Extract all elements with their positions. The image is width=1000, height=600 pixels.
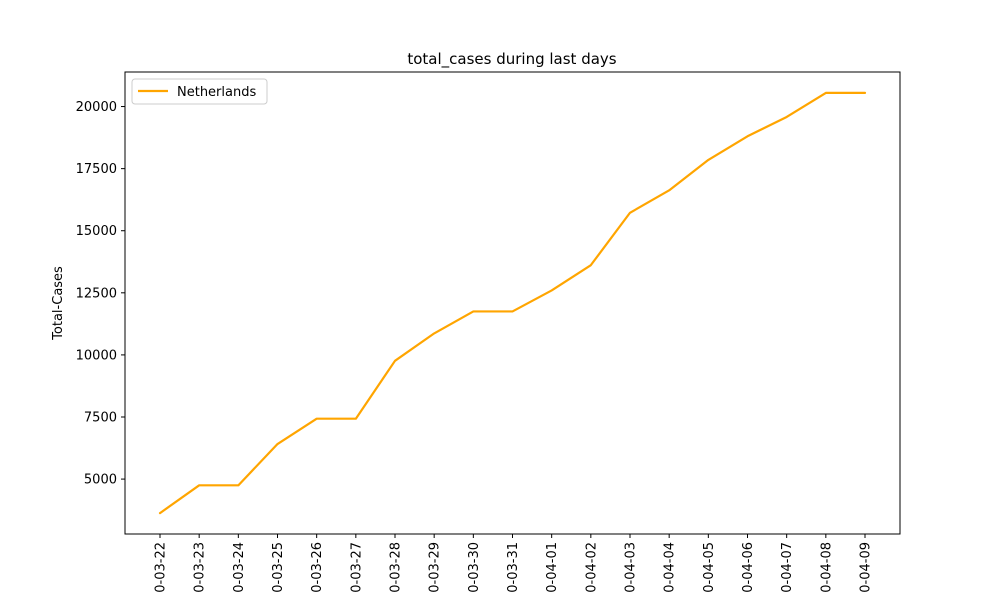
y-tick-label: 12500 bbox=[76, 286, 117, 301]
x-tick-label: 0-04-02 bbox=[584, 542, 599, 593]
series-layer bbox=[158, 91, 867, 515]
x-tick-label: 0-03-27 bbox=[349, 542, 364, 593]
x-tick-label: 0-04-03 bbox=[624, 542, 639, 593]
x-tick-label: 0-03-22 bbox=[154, 542, 169, 593]
y-tick-label: 5000 bbox=[84, 473, 117, 488]
x-tick-label: 0-03-31 bbox=[506, 542, 521, 593]
x-tick-label: 0-04-07 bbox=[780, 542, 795, 593]
chart-title: total_cases during last days bbox=[407, 50, 616, 69]
x-tick-label: 0-04-08 bbox=[819, 542, 834, 593]
y-tick-label: 15000 bbox=[76, 224, 117, 239]
x-tick-label: 0-03-23 bbox=[193, 542, 208, 593]
x-tick-label: 0-03-29 bbox=[428, 542, 443, 593]
x-tick-label: 0-04-04 bbox=[663, 542, 678, 593]
x-tick-label: 0-04-01 bbox=[545, 542, 560, 593]
x-tick-label: 0-03-30 bbox=[467, 542, 482, 593]
x-tick-label: 0-04-09 bbox=[859, 542, 874, 593]
y-tick-label: 20000 bbox=[76, 100, 117, 115]
x-axis: 0-03-22 0-03-23 0-03-24 0-03-25 0-03-26 0-03-… bbox=[154, 534, 874, 593]
y-tick-label: 7500 bbox=[84, 410, 117, 425]
legend: Netherlands bbox=[131, 78, 268, 105]
x-tick-label: 0-04-05 bbox=[702, 542, 717, 593]
x-tick-label: 0-03-26 bbox=[310, 542, 325, 593]
x-tick-label: 0-03-28 bbox=[389, 542, 404, 593]
y-axis: 5000 7500 10000 12500 15000 17500 20000 bbox=[76, 100, 125, 488]
x-tick-label: 0-03-24 bbox=[232, 542, 247, 593]
y-tick-label: 10000 bbox=[76, 348, 117, 363]
plot-area bbox=[124, 71, 901, 535]
y-tick-label: 17500 bbox=[76, 162, 117, 177]
legend-label-netherlands: Netherlands bbox=[177, 85, 256, 100]
y-axis-title: Total-Cases bbox=[51, 266, 66, 341]
legend-box bbox=[131, 78, 268, 105]
x-tick-label: 0-04-06 bbox=[741, 542, 756, 593]
x-tick-label: 0-03-25 bbox=[271, 542, 286, 593]
